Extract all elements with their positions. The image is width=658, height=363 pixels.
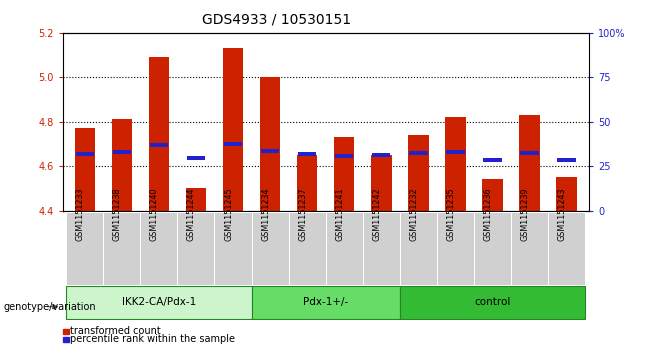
- Text: IKK2-CA/Pdx-1: IKK2-CA/Pdx-1: [122, 297, 196, 307]
- Bar: [446, 150, 465, 154]
- Bar: [474, 212, 511, 285]
- Bar: [251, 212, 289, 285]
- Bar: [140, 212, 178, 285]
- Text: GSM1151241: GSM1151241: [335, 188, 344, 241]
- Text: control: control: [474, 297, 511, 307]
- Text: GSM1151232: GSM1151232: [409, 188, 418, 241]
- Text: GSM1151237: GSM1151237: [298, 188, 307, 241]
- Bar: [548, 212, 585, 285]
- Bar: [437, 212, 474, 285]
- Bar: [335, 154, 353, 158]
- Bar: [298, 152, 316, 156]
- Bar: [66, 286, 251, 319]
- Bar: [112, 119, 132, 211]
- Bar: [400, 286, 585, 319]
- Text: GSM1151242: GSM1151242: [372, 188, 382, 241]
- Bar: [334, 137, 355, 211]
- Bar: [215, 212, 251, 285]
- Text: GSM1151244: GSM1151244: [187, 188, 196, 241]
- Bar: [445, 117, 466, 211]
- Bar: [297, 155, 317, 211]
- Text: genotype/variation: genotype/variation: [3, 302, 96, 312]
- Bar: [224, 142, 242, 146]
- Bar: [557, 158, 576, 162]
- Text: percentile rank within the sample: percentile rank within the sample: [70, 334, 236, 344]
- Text: GSM1151243: GSM1151243: [558, 188, 567, 241]
- Text: GSM1151245: GSM1151245: [224, 188, 233, 241]
- Text: GSM1151234: GSM1151234: [261, 188, 270, 241]
- Bar: [400, 212, 437, 285]
- Bar: [371, 155, 392, 211]
- Bar: [261, 149, 279, 153]
- Bar: [186, 188, 206, 211]
- Bar: [149, 57, 169, 211]
- Text: GSM1151233: GSM1151233: [76, 188, 85, 241]
- Bar: [520, 151, 539, 155]
- Bar: [187, 156, 205, 160]
- Text: GSM1151240: GSM1151240: [150, 188, 159, 241]
- Bar: [511, 212, 548, 285]
- Bar: [409, 151, 428, 155]
- Bar: [326, 212, 363, 285]
- Text: GSM1151236: GSM1151236: [484, 188, 493, 241]
- Bar: [178, 212, 215, 285]
- Bar: [103, 212, 140, 285]
- Bar: [150, 143, 168, 147]
- Text: transformed count: transformed count: [70, 326, 161, 336]
- Bar: [484, 158, 501, 162]
- Bar: [74, 128, 95, 211]
- Bar: [372, 154, 390, 158]
- Bar: [289, 212, 326, 285]
- Bar: [408, 135, 428, 211]
- Bar: [482, 179, 503, 211]
- Text: GSM1151239: GSM1151239: [520, 188, 530, 241]
- Bar: [519, 115, 540, 211]
- Bar: [363, 212, 400, 285]
- Bar: [76, 152, 94, 156]
- Bar: [113, 150, 131, 154]
- Text: GSM1151238: GSM1151238: [113, 188, 122, 241]
- Bar: [223, 48, 243, 211]
- Bar: [66, 212, 103, 285]
- Text: Pdx-1+/-: Pdx-1+/-: [303, 297, 348, 307]
- Text: GSM1151235: GSM1151235: [447, 188, 455, 241]
- Bar: [251, 286, 400, 319]
- Text: GDS4933 / 10530151: GDS4933 / 10530151: [202, 13, 351, 27]
- Bar: [260, 77, 280, 211]
- Bar: [557, 177, 577, 211]
